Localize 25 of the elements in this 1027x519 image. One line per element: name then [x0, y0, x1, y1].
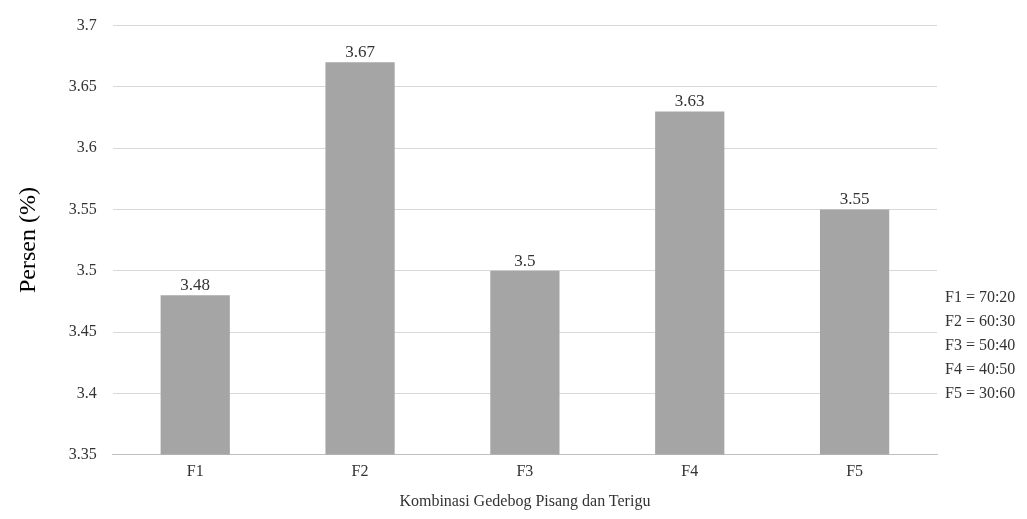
x-tick-label: F4 — [681, 462, 699, 480]
y-tick-label: 3.45 — [68, 322, 97, 340]
data-label: 3.48 — [180, 275, 211, 295]
text: F4 = 40:50 — [945, 360, 1016, 378]
x-tick-label: F2 — [351, 462, 369, 480]
data-label: 3.63 — [674, 91, 705, 111]
text: F1 = 70:20 — [945, 288, 1016, 306]
x-tick-label: F1 — [186, 462, 204, 480]
data-label: 3.55 — [839, 189, 870, 209]
y-axis-title: Persen (%) — [13, 187, 40, 294]
text: F2 = 60:30 — [945, 312, 1016, 330]
y-tick-label: 3.5 — [76, 260, 97, 278]
x-tick-label: F3 — [516, 462, 534, 480]
data-label: 3.5 — [514, 250, 536, 270]
y-tick-label: 3.35 — [68, 444, 97, 462]
y-tick-label: 3.7 — [76, 15, 97, 33]
y-tick-label: 3.55 — [68, 199, 97, 217]
x-tick-label: F5 — [846, 462, 864, 480]
y-tick-label: 3.65 — [68, 77, 97, 95]
text: F3 = 50:40 — [945, 336, 1016, 354]
text: F5 = 30:60 — [945, 384, 1016, 402]
y-tick-label: 3.6 — [76, 138, 97, 156]
x-axis-title: Kombinasi Gedebog Pisang dan Terigu — [399, 491, 651, 510]
data-label: 3.67 — [345, 42, 376, 62]
y-tick-label: 3.4 — [76, 383, 97, 401]
